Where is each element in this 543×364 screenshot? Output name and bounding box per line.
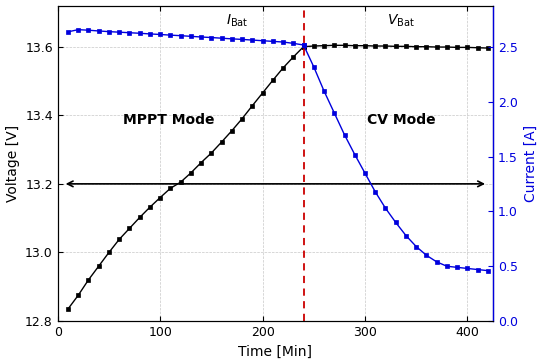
X-axis label: Time [Min]: Time [Min] xyxy=(238,344,312,359)
Text: $V_\mathrm{Bat}$: $V_\mathrm{Bat}$ xyxy=(387,12,415,28)
Text: MPPT Mode: MPPT Mode xyxy=(123,114,214,127)
Text: $I_\mathrm{Bat}$: $I_\mathrm{Bat}$ xyxy=(226,12,248,28)
Y-axis label: Current [A]: Current [A] xyxy=(523,125,538,202)
Y-axis label: Voltage [V]: Voltage [V] xyxy=(5,125,20,202)
Text: CV Mode: CV Mode xyxy=(367,114,435,127)
